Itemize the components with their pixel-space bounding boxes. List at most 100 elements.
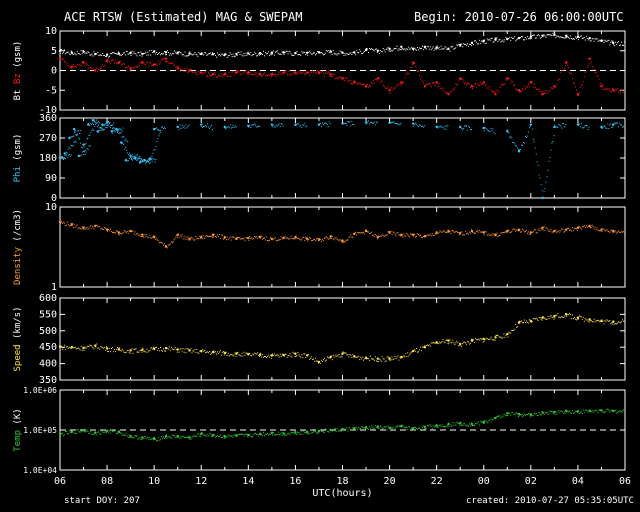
dot-1-0-15-1 xyxy=(131,153,133,155)
dot-0-1-44-10 xyxy=(587,64,589,66)
dot-0-0-10-7 xyxy=(184,51,186,53)
dot-3-0-31-2 xyxy=(426,344,428,346)
dot-2-0-44-9 xyxy=(586,226,588,228)
dot-2-0-34-2 xyxy=(462,234,464,236)
dot-1-0-27-11 xyxy=(329,123,331,125)
dot-4-0-47-11 xyxy=(624,411,626,413)
xtick-label-2: 10 xyxy=(148,476,160,487)
dot-0-1-41-2 xyxy=(544,92,546,94)
dot-1-0-16-6 xyxy=(141,158,143,160)
dot-0-1-42-5 xyxy=(559,78,561,80)
dot-2-0-5-7 xyxy=(125,232,127,234)
dot-4-0-12-5 xyxy=(206,435,208,437)
dot-4-0-41-3 xyxy=(545,412,547,414)
ylabel-0: Bt Bz (gsm) xyxy=(13,41,23,101)
point-phi-16 xyxy=(134,156,137,160)
dot-1-0-14-6 xyxy=(131,156,133,158)
dot-2-0-2-3 xyxy=(86,227,88,229)
dot-0-1-1-8 xyxy=(79,64,81,66)
dot-3-0-20-0 xyxy=(295,355,297,357)
dot-0-0-42-4 xyxy=(558,36,560,38)
dot-0-1-44-9 xyxy=(586,66,588,68)
dot-4-0-5-9 xyxy=(127,437,129,439)
dot-4-0-2-1 xyxy=(84,431,86,433)
dot-2-0-32-4 xyxy=(440,231,442,233)
dot-0-0-27-0 xyxy=(377,50,379,52)
dot-0-1-19-7 xyxy=(290,74,292,76)
dot-1-0-8-0 xyxy=(97,132,99,134)
dot-0-0-32-10 xyxy=(446,49,448,51)
dot-4-0-39-7 xyxy=(525,414,527,416)
dot-2-0-25-3 xyxy=(357,231,359,233)
dot-0-1-24-3 xyxy=(345,77,347,79)
dot-4-0-40-3 xyxy=(533,412,535,414)
dot-3-0-2-1 xyxy=(84,346,86,348)
dot-0-0-37-4 xyxy=(499,39,501,41)
dot-1-0-5-5 xyxy=(88,134,90,136)
dot-3-0-19-2 xyxy=(285,353,287,355)
dot-0-1-35-7 xyxy=(478,84,480,86)
dot-1-0-29-9 xyxy=(374,124,376,126)
dot-1-0-10-1 xyxy=(108,121,110,123)
dot-3-0-9-4 xyxy=(169,349,171,351)
dot-4-0-29-3 xyxy=(404,427,406,429)
dot-2-0-16-1 xyxy=(249,235,251,237)
dot-4-0-34-7 xyxy=(467,425,469,427)
dot-1-0-9-10 xyxy=(112,124,114,126)
dot-1-0-40-5 xyxy=(582,127,584,129)
dot-4-0-28-0 xyxy=(389,426,391,428)
dot-0-1-39-5 xyxy=(523,85,525,87)
point-density-19 xyxy=(282,236,285,240)
dot-2-0-39-5 xyxy=(523,231,525,233)
dot-4-0-18-8 xyxy=(279,433,281,435)
dot-2-0-13-7 xyxy=(219,237,221,239)
dot-1-0-41-7 xyxy=(608,127,610,129)
dot-1-0-3-2 xyxy=(76,134,78,136)
dot-4-0-46-2 xyxy=(603,411,605,413)
dot-0-0-14-0 xyxy=(224,53,226,55)
dot-0-1-21-1 xyxy=(308,72,310,74)
dot-1-0-15-0 xyxy=(130,157,132,159)
dot-2-0-12-3 xyxy=(204,237,206,239)
dot-3-0-43-10 xyxy=(575,319,577,321)
dot-2-0-23-2 xyxy=(332,238,334,240)
ylabel-part-0-0: Bt xyxy=(13,89,23,100)
dot-0-1-7-0 xyxy=(142,61,144,63)
dot-1-0-13-0 xyxy=(121,143,123,145)
dot-3-0-19-11 xyxy=(294,356,296,358)
dot-0-1-25-6 xyxy=(360,82,362,84)
dot-4-0-9-9 xyxy=(174,436,176,438)
ytick-label-3-5: 350 xyxy=(39,375,57,386)
dot-4-0-38-5 xyxy=(512,411,514,413)
dot-2-0-41-9 xyxy=(551,231,553,233)
dot-3-0-18-10 xyxy=(281,353,283,355)
dot-0-0-6-4 xyxy=(134,52,136,54)
dot-2-0-17-9 xyxy=(268,239,270,241)
dot-0-1-35-4 xyxy=(475,86,477,88)
dot-4-0-43-1 xyxy=(567,411,569,413)
dot-1-0-21-3 xyxy=(180,127,182,129)
dot-2-0-9-4 xyxy=(169,243,171,245)
dot-0-1-40-4 xyxy=(534,86,536,88)
dot-0-0-7-7 xyxy=(149,50,151,52)
dot-1-0-8-8 xyxy=(105,127,107,129)
dot-2-0-18-5 xyxy=(276,239,278,241)
dot-0-1-11-2 xyxy=(191,70,193,72)
dot-3-0-3-1 xyxy=(96,343,98,345)
dot-0-0-40-5 xyxy=(535,37,537,39)
dot-1-0-11-9 xyxy=(120,129,122,131)
dot-2-0-13-4 xyxy=(216,234,218,236)
dot-0-1-2-4 xyxy=(87,65,89,67)
dot-0-1-44-11 xyxy=(588,62,590,64)
dot-3-0-7-6 xyxy=(148,350,150,352)
dot-2-0-47-1 xyxy=(614,231,616,233)
dot-4-0-16-2 xyxy=(250,435,252,437)
dot-4-0-31-10 xyxy=(434,425,436,427)
point-speed-42 xyxy=(553,314,556,318)
dot-0-0-9-6 xyxy=(171,52,173,54)
dot-1-0-20-4 xyxy=(158,129,160,131)
dot-4-0-32-4 xyxy=(440,425,442,427)
dot-4-0-2-0 xyxy=(83,430,85,432)
dot-0-1-13-1 xyxy=(214,72,216,74)
dot-3-0-23-9 xyxy=(339,356,341,358)
